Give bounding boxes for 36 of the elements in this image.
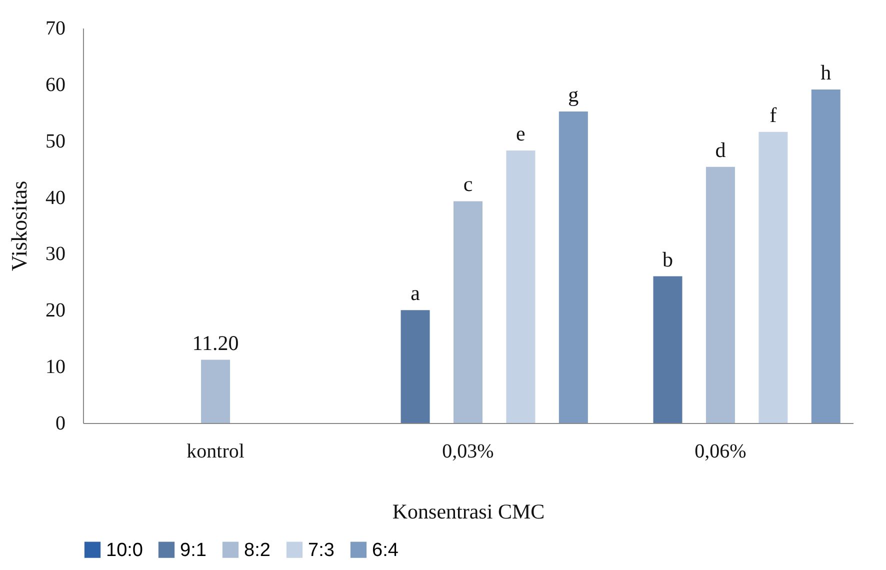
- legend-label: 9:1: [180, 540, 206, 561]
- bar: [454, 201, 482, 423]
- bar: [558, 112, 588, 423]
- x-axis-title: Konsentrasi CMC: [392, 500, 545, 524]
- bar: [653, 276, 682, 423]
- bar: [400, 310, 430, 423]
- data-label: e: [516, 121, 526, 146]
- data-label: f: [770, 102, 777, 127]
- bar: [758, 132, 788, 423]
- data-label: h: [820, 60, 832, 85]
- bar: [201, 360, 230, 423]
- legend-label: 6:4: [372, 540, 399, 561]
- data-label: d: [715, 138, 726, 162]
- y-tick-label: 10: [46, 356, 66, 378]
- data-label: c: [463, 172, 473, 196]
- x-tick-label: 0,03%: [442, 440, 494, 462]
- legend-label: 7:3: [308, 540, 334, 561]
- bar: [811, 90, 840, 423]
- data-label: a: [410, 281, 421, 306]
- x-tick-label: kontrol: [186, 440, 245, 462]
- data-label: b: [662, 247, 673, 272]
- bar: [706, 166, 735, 423]
- x-tick-label: 0,06%: [694, 440, 746, 462]
- y-tick-label: 20: [46, 300, 66, 322]
- y-tick-label: 40: [46, 186, 66, 209]
- y-tick-label: 70: [46, 18, 66, 40]
- data-label: g: [568, 82, 580, 107]
- legend-label: 8:2: [244, 540, 270, 561]
- y-tick-label: 50: [46, 130, 66, 152]
- bar: [506, 150, 536, 423]
- y-tick-label: 30: [46, 243, 66, 266]
- data-label: 11.20: [192, 330, 239, 355]
- y-axis-title: Viskositas: [6, 180, 32, 272]
- y-tick-label: 60: [46, 74, 66, 96]
- legend-label: 10:0: [106, 540, 143, 561]
- y-tick-label: 0: [56, 412, 66, 434]
